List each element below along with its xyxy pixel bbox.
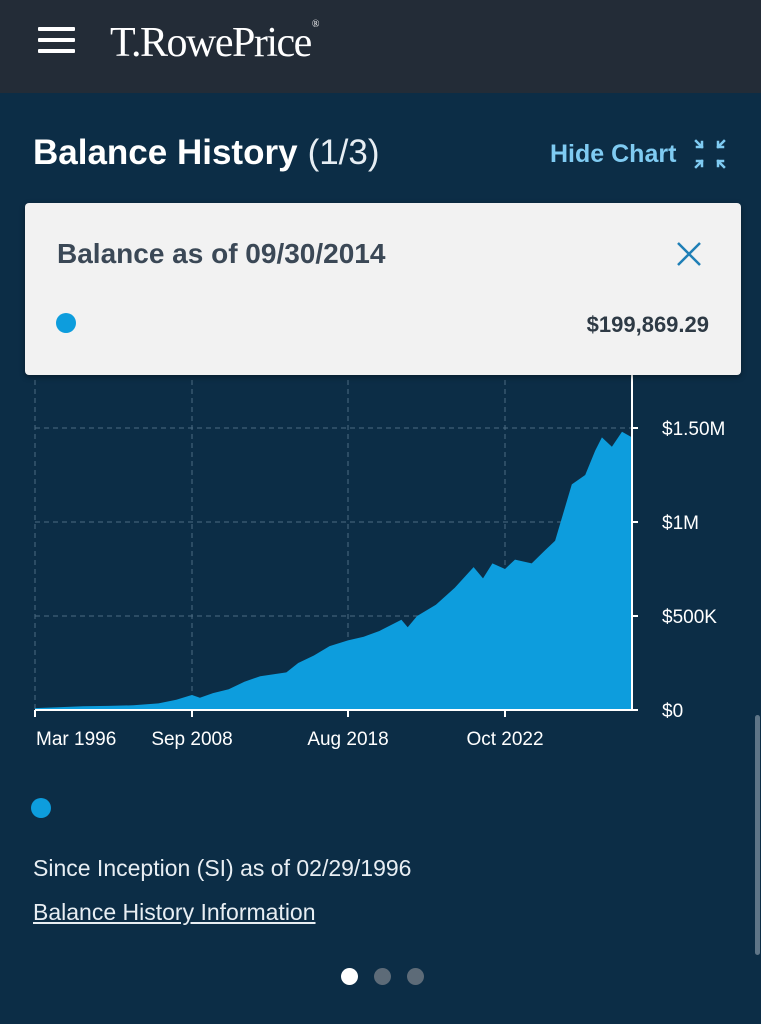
page-dot-3[interactable] bbox=[407, 968, 424, 985]
hide-chart-label: Hide Chart bbox=[550, 140, 677, 168]
section-title: Balance History (1/3) bbox=[33, 128, 380, 178]
since-inception-text: Since Inception (SI) as of 02/29/1996 bbox=[33, 855, 412, 881]
y-tick-label: $1.50M bbox=[662, 419, 725, 440]
top-bar: T.RowePrice® bbox=[0, 0, 761, 93]
y-axis-ticks: $0 $500K $1M $1.50M bbox=[632, 419, 725, 722]
menu-icon[interactable] bbox=[38, 27, 75, 53]
tooltip-value: $199,869.29 bbox=[586, 312, 709, 337]
x-tick-label: Aug 2018 bbox=[307, 729, 388, 750]
balance-tooltip: Balance as of 09/30/2014 $199,869.29 bbox=[25, 203, 741, 375]
page-indicator bbox=[341, 968, 424, 985]
legend-dot bbox=[31, 798, 51, 818]
page-dot-2[interactable] bbox=[374, 968, 391, 985]
balance-area-series bbox=[35, 431, 632, 710]
section-title-text: Balance History bbox=[33, 133, 298, 172]
y-tick-label: $0 bbox=[662, 701, 683, 722]
x-axis-ticks: Mar 1996 Sep 2008 Aug 2018 Oct 2022 bbox=[34, 710, 544, 750]
balance-history-info-link[interactable]: Balance History Information bbox=[33, 899, 316, 925]
series-dot bbox=[56, 313, 76, 333]
tooltip-title: Balance as of 09/30/2014 bbox=[57, 238, 386, 269]
close-icon[interactable] bbox=[672, 237, 706, 271]
page-dot-1[interactable] bbox=[341, 968, 358, 985]
brand-logo[interactable]: T.RowePrice® bbox=[110, 19, 319, 66]
section-title-count: (1/3) bbox=[307, 133, 380, 172]
y-tick-label: $500K bbox=[662, 607, 717, 628]
y-tick-label: $1M bbox=[662, 513, 699, 534]
hide-chart-button[interactable]: Hide Chart bbox=[550, 136, 728, 172]
x-tick-label: Oct 2022 bbox=[466, 729, 543, 750]
x-tick-label: Mar 1996 bbox=[36, 729, 116, 750]
scrollbar[interactable] bbox=[755, 715, 760, 955]
x-tick-label: Sep 2008 bbox=[151, 729, 232, 750]
chart-grid bbox=[34, 380, 632, 710]
collapse-icon bbox=[694, 139, 727, 169]
balance-chart[interactable]: $0 $500K $1M $1.50M Mar 1996 Sep 2008 Aug 201… bbox=[0, 370, 761, 760]
